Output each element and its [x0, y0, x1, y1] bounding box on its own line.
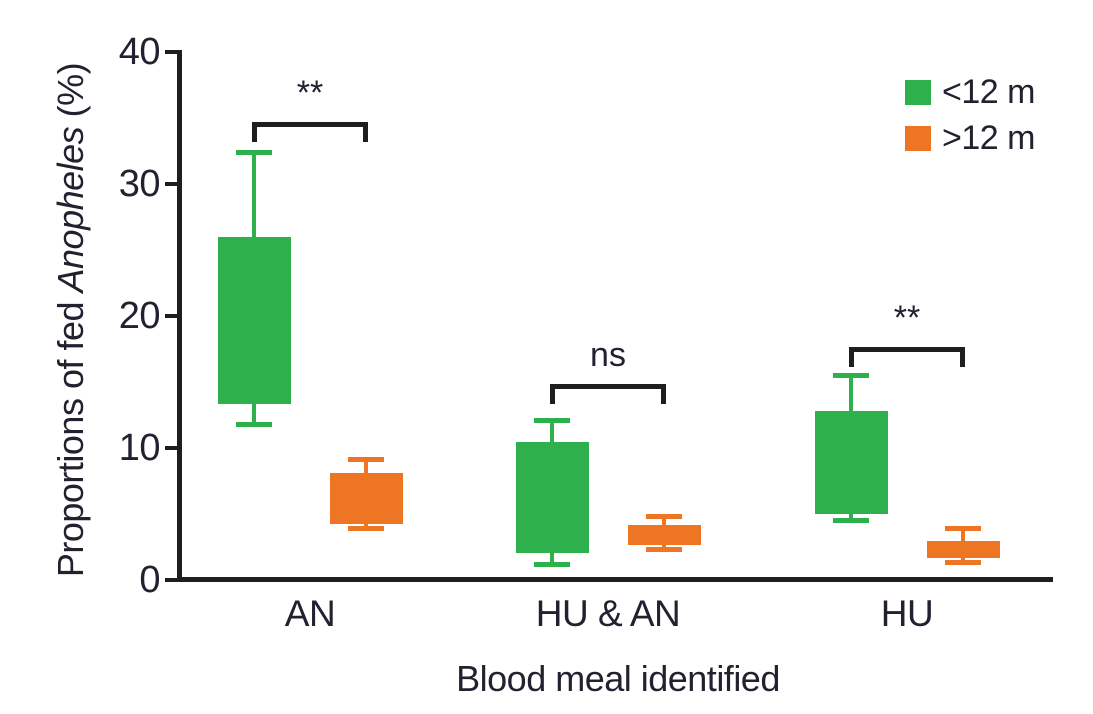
significance-label: **	[893, 299, 921, 338]
significance-bracket-tick	[363, 121, 368, 142]
y-tick	[165, 577, 177, 582]
legend-swatch-green	[905, 79, 931, 105]
y-axis-title-italic: Anopheles	[50, 126, 91, 293]
significance-bracket	[252, 121, 368, 127]
whisker-cap-low	[236, 421, 272, 427]
whisker-cap-high	[833, 373, 869, 379]
y-tick-label: 20	[118, 294, 161, 337]
box	[330, 472, 403, 525]
x-axis-title: Blood meal identified	[456, 658, 780, 699]
legend-item-over12m: >12 m	[905, 119, 1035, 157]
x-category-label: HU	[880, 593, 934, 634]
legend-label: >12 m	[942, 119, 1035, 157]
whisker-cap-low	[534, 561, 570, 567]
y-axis-line	[177, 50, 182, 582]
significance-bracket-tick	[849, 347, 854, 368]
significance-bracket-tick	[252, 121, 257, 142]
significance-label: ns	[590, 336, 626, 375]
box	[927, 541, 1000, 559]
whisker-cap-low	[348, 526, 384, 532]
x-category-label: HU & AN	[535, 593, 681, 634]
whisker-cap-high	[534, 417, 570, 423]
whisker-cap-high	[945, 526, 981, 532]
whisker-cap-low	[646, 547, 682, 553]
y-tick	[165, 49, 177, 54]
y-tick-label: 40	[118, 30, 161, 73]
x-category-label: AN	[284, 593, 336, 634]
x-axis-line	[177, 577, 1053, 582]
significance-bracket	[550, 384, 666, 390]
legend: <12 m >12 m	[905, 73, 1035, 157]
whisker-cap-low	[833, 518, 869, 524]
significance-bracket-tick	[960, 347, 965, 368]
box	[815, 410, 888, 514]
y-tick	[165, 181, 177, 186]
y-tick	[165, 313, 177, 318]
legend-label: <12 m	[942, 73, 1035, 111]
y-tick-label: 10	[118, 426, 161, 469]
box	[218, 236, 291, 405]
significance-bracket	[849, 347, 965, 353]
significance-label: **	[296, 73, 324, 112]
y-tick-label: 0	[139, 558, 160, 601]
whisker-cap-high	[348, 457, 384, 463]
y-tick-label: 30	[118, 162, 161, 205]
box	[516, 442, 589, 554]
whisker-cap-high	[646, 514, 682, 520]
significance-bracket-tick	[550, 384, 555, 405]
whisker-cap-low	[945, 560, 981, 566]
legend-swatch-orange	[905, 125, 931, 151]
significance-bracket-tick	[661, 384, 666, 405]
box	[628, 525, 701, 546]
whisker-cap-high	[236, 150, 272, 156]
legend-item-under12m: <12 m	[905, 73, 1035, 111]
y-tick	[165, 445, 177, 450]
